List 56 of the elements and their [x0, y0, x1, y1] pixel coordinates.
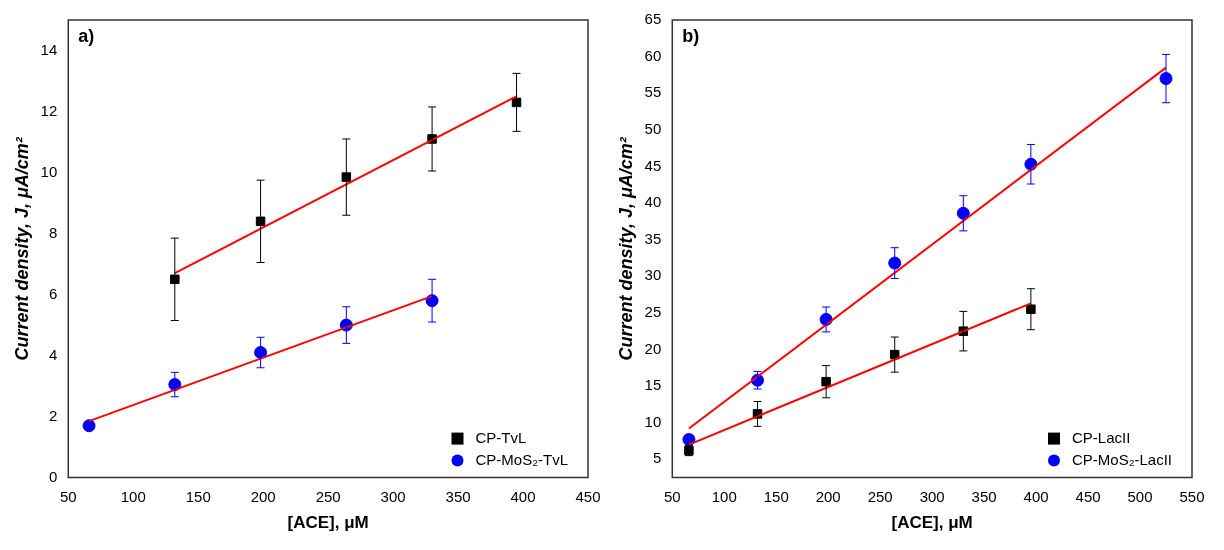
x-tick-label: 350 — [971, 487, 997, 505]
x-tick-label: 100 — [120, 487, 146, 505]
y-tick-label: 10 — [40, 162, 58, 180]
x-tick-label: 50 — [663, 487, 681, 505]
x-axis-title: [ACE], μM — [287, 513, 369, 533]
x-tick-label: 550 — [1179, 487, 1205, 505]
y-tick-label: 0 — [48, 467, 58, 485]
x-tick-label: 450 — [575, 487, 601, 505]
annotation: a) — [78, 25, 95, 46]
y-tick-label: 5 — [652, 449, 662, 467]
x-tick-label: 50 — [59, 487, 77, 505]
y-tick-label: 10 — [644, 412, 662, 430]
point — [255, 216, 266, 227]
y-tick-label: 8 — [48, 223, 58, 241]
x-tick-label: 150 — [185, 487, 211, 505]
y-tick-label: 65 — [644, 10, 662, 28]
x-tick-label: 450 — [1075, 487, 1101, 505]
x-tick-label: 300 — [380, 487, 406, 505]
y-tick-label: 25 — [644, 303, 662, 320]
point — [341, 172, 352, 182]
y-tick-label: 20 — [644, 339, 662, 357]
y-tick-label: 30 — [644, 266, 662, 284]
legend-label: CP-MoS₂-TvL — [475, 450, 568, 468]
x-tick-label: 400 — [510, 487, 536, 505]
x-tick-label: 200 — [815, 487, 841, 505]
y-tick-label: 60 — [644, 46, 662, 64]
x-tick-label: 200 — [250, 487, 276, 505]
y-tick-label: 45 — [644, 156, 662, 174]
y-axis-title: Current density, J, μA/cm² — [11, 136, 32, 361]
y-tick-label: 14 — [40, 40, 58, 58]
x-tick-label: 250 — [315, 487, 341, 505]
x-tick-label: 250 — [867, 487, 893, 505]
y-tick-label: 15 — [644, 376, 662, 394]
point — [170, 274, 180, 285]
y-tick-label: 35 — [644, 229, 662, 247]
y-tick-label: 2 — [48, 406, 58, 424]
legend-label: CP-MoS₂-LacII — [1071, 450, 1172, 468]
y-tick-label: 55 — [644, 83, 662, 101]
x-tick-label: 300 — [919, 487, 945, 505]
y-tick-label: 6 — [48, 284, 58, 302]
x-tick-label: 350 — [445, 487, 471, 505]
annotation: b) — [682, 25, 700, 46]
x-tick-label: 100 — [711, 487, 737, 505]
x-tick-label: 400 — [1023, 487, 1049, 505]
x-axis-title: [ACE], μM — [891, 513, 973, 533]
point — [888, 256, 902, 270]
y-tick-label: 12 — [40, 101, 58, 119]
y-axis-title: Current density, J, μA/cm² — [615, 136, 636, 361]
x-tick-label: 500 — [1127, 487, 1153, 505]
legend-label: CP-LacII — [1071, 428, 1131, 446]
legend-label: CP-TvL — [475, 428, 527, 446]
point — [82, 419, 96, 433]
y-tick-label: 4 — [48, 345, 58, 363]
y-tick-label: 50 — [644, 119, 662, 137]
y-tick-label: 40 — [644, 193, 662, 211]
x-tick-label: 150 — [763, 487, 789, 505]
